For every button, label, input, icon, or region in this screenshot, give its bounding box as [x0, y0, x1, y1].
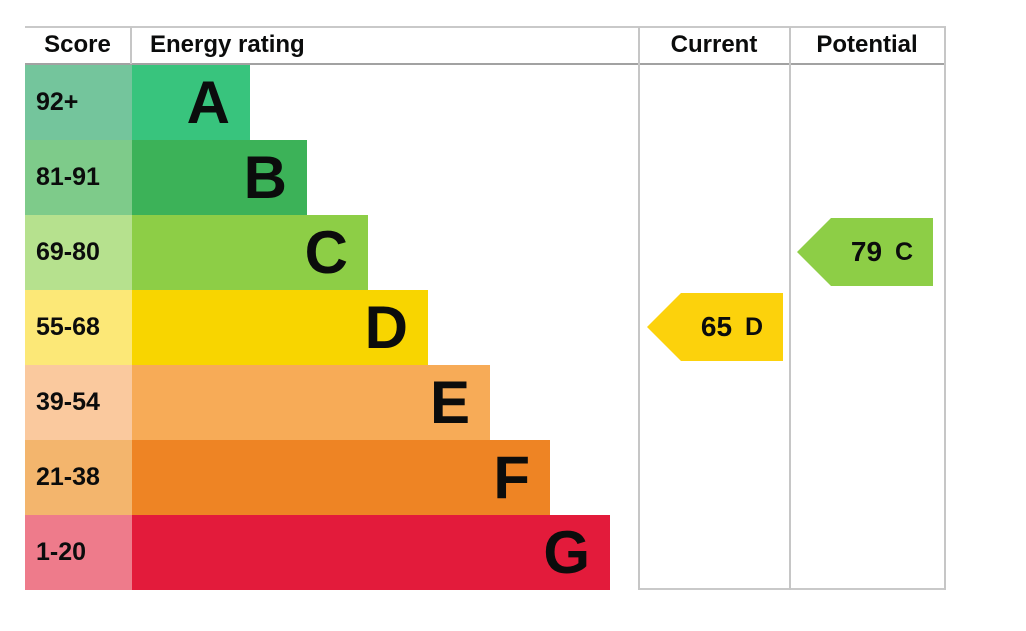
band-e-bar: E — [132, 365, 490, 440]
energy-rating-column-header: Energy rating — [150, 30, 305, 58]
band-d-letter: D — [364, 293, 408, 361]
potential-column-divider — [789, 27, 791, 590]
table-top-border — [25, 26, 946, 28]
potential-rating-value: 79 — [850, 236, 883, 267]
band-c-score-cell: 69-80 — [25, 215, 132, 290]
band-c-bar: C — [132, 215, 368, 290]
potential-rating-arrow: 79 C — [797, 218, 933, 286]
band-a-letter: A — [186, 68, 230, 136]
band-b-bar: B — [132, 140, 307, 215]
potential-rating-band: C — [895, 237, 914, 266]
band-g-bar: G — [132, 515, 610, 590]
score-column-header: Score — [44, 30, 111, 58]
band-c-letter: C — [304, 218, 348, 286]
band-f-bar: F — [132, 440, 550, 515]
current-rating-band: D — [745, 312, 764, 341]
band-row-d: 55-68 D — [25, 290, 946, 365]
band-e-letter: E — [429, 368, 470, 436]
band-a-bar: A — [132, 65, 250, 140]
current-rating-arrow: 65 D — [647, 293, 783, 361]
band-b-score-cell: 81-91 — [25, 140, 132, 215]
band-row-f: 21-38 F — [25, 440, 946, 515]
current-column-divider — [638, 27, 640, 590]
score-column-divider — [130, 27, 132, 64]
band-row-e: 39-54 E — [25, 365, 946, 440]
band-f-letter: F — [493, 443, 530, 511]
band-g-score-cell: 1-20 — [25, 515, 132, 590]
band-row-a: 92+ A — [25, 65, 946, 140]
header-underline — [25, 63, 946, 65]
band-d-bar: D — [132, 290, 428, 365]
band-g-letter: G — [543, 518, 590, 586]
potential-column-header: Potential — [816, 30, 918, 58]
table-right-border — [944, 27, 946, 590]
band-row-g: 1-20 G — [25, 515, 946, 590]
band-e-score-cell: 39-54 — [25, 365, 132, 440]
band-f-score-cell: 21-38 — [25, 440, 132, 515]
band-row-c: 69-80 C — [25, 215, 946, 290]
band-row-b: 81-91 B — [25, 140, 946, 215]
table-bottom-border — [639, 588, 946, 590]
current-rating-value: 65 — [700, 311, 733, 342]
band-rows: 92+ A 81-91 B 69-80 C 55-68 D 39-54 — [25, 65, 946, 590]
band-a-score-cell: 92+ — [25, 65, 132, 140]
band-d-score-cell: 55-68 — [25, 290, 132, 365]
band-b-letter: B — [243, 143, 287, 211]
current-column-header: Current — [670, 30, 758, 58]
